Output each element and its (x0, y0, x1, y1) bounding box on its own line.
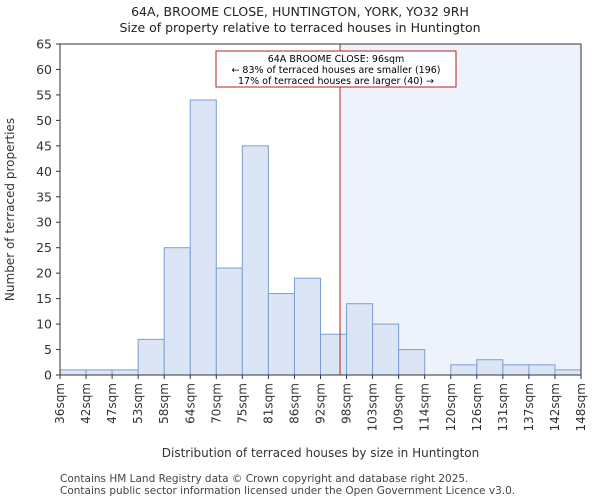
x-tick-label: 131sqm (496, 383, 510, 431)
x-tick-label: 75sqm (235, 383, 249, 424)
y-tick-label: 5 (44, 342, 52, 357)
y-tick-label: 65 (36, 37, 52, 52)
x-tick-label: 148sqm (574, 383, 588, 431)
x-tick-label: 36sqm (53, 383, 67, 424)
y-tick-label: 10 (36, 317, 52, 332)
histogram-bar (215, 267, 243, 376)
x-tick-label: 81sqm (261, 383, 275, 424)
histogram-bar (293, 277, 322, 376)
histogram-bar (85, 369, 113, 376)
x-tick-label: 47sqm (105, 383, 119, 424)
x-tick-label: 70sqm (209, 383, 223, 424)
footer-copyright: Contains HM Land Registry data © Crown c… (60, 473, 469, 485)
histogram-bar (111, 369, 139, 376)
y-tick-label: 40 (36, 164, 52, 179)
x-tick-label: 126sqm (470, 383, 484, 431)
x-tick-label: 114sqm (418, 383, 432, 431)
x-tick-label: 120sqm (444, 383, 458, 431)
y-tick-label: 25 (36, 240, 52, 255)
histogram-bar (346, 303, 374, 376)
y-tick-label: 45 (36, 138, 52, 153)
y-tick-label: 0 (44, 368, 52, 383)
larger-region-highlight (340, 44, 581, 375)
x-tick-label: 92sqm (314, 383, 328, 424)
annotation-box (215, 50, 457, 88)
histogram-bar (528, 364, 556, 376)
histogram-bar (554, 369, 582, 376)
y-tick-label: 35 (36, 189, 52, 204)
y-tick-label: 15 (36, 291, 52, 306)
histogram-bar (163, 247, 191, 376)
footer-licence: Contains public sector information licen… (60, 485, 516, 497)
chart-title-description: Size of property relative to terraced ho… (119, 20, 481, 35)
x-tick-label: 58sqm (157, 383, 171, 424)
histogram-bar (502, 364, 530, 376)
x-tick-label: 86sqm (287, 383, 301, 424)
histogram-bar (137, 338, 165, 376)
y-tick-label: 50 (36, 113, 52, 128)
histogram-bar (320, 333, 348, 376)
x-tick-label: 137sqm (522, 383, 536, 431)
y-tick-label: 60 (36, 62, 52, 77)
histogram-bar (59, 369, 87, 376)
x-tick-label: 98sqm (340, 383, 354, 424)
histogram-bar (450, 364, 478, 376)
histogram-bar (398, 349, 426, 376)
y-tick-label: 20 (36, 266, 52, 281)
x-axis-label: Distribution of terraced houses by size … (162, 446, 479, 460)
annotation-property-size: 64A BROOME CLOSE: 96sqm (268, 54, 405, 65)
chart-title-address: 64A, BROOME CLOSE, HUNTINGTON, YORK, YO3… (131, 4, 469, 19)
histogram-bar (476, 359, 504, 376)
y-tick-label: 55 (36, 87, 52, 102)
y-axis-label: Number of terraced properties (3, 118, 17, 301)
x-tick-label: 53sqm (131, 383, 145, 424)
annotation-smaller-share: ← 83% of terraced houses are smaller (19… (231, 65, 440, 76)
x-tick-label: 109sqm (392, 383, 406, 431)
x-tick-label: 142sqm (548, 383, 562, 431)
histogram-bar (267, 293, 295, 376)
x-tick-label: 103sqm (366, 383, 380, 431)
histogram-bar (241, 145, 269, 376)
histogram-bar (372, 323, 400, 376)
x-tick-label: 42sqm (79, 383, 93, 424)
annotation-larger-share: 17% of terraced houses are larger (40) → (238, 76, 434, 87)
x-tick-label: 64sqm (183, 383, 197, 424)
histogram-bar (189, 99, 217, 376)
y-tick-label: 30 (36, 215, 52, 230)
